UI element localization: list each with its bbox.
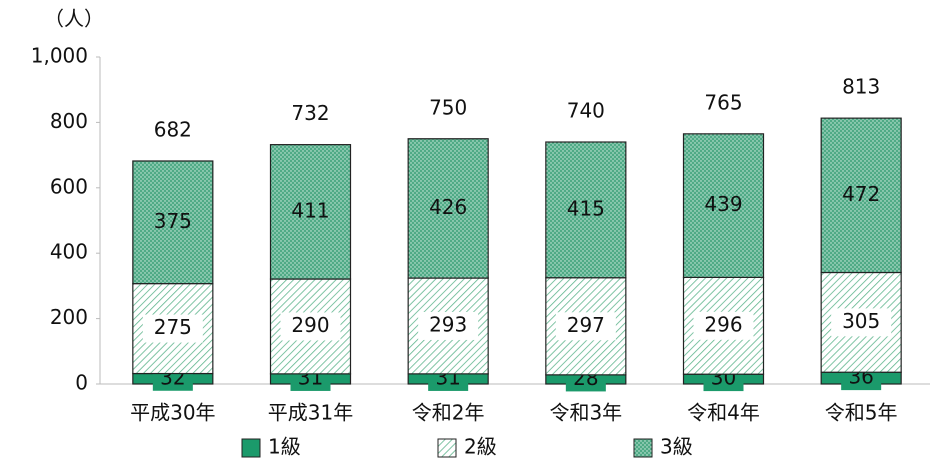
value-label: 411 [291, 198, 329, 222]
x-tick-label: 平成31年 [268, 401, 353, 425]
bar-segment [545, 141, 627, 279]
y-tick-label: 1,000 [31, 44, 88, 68]
value-label: 472 [842, 182, 880, 206]
bar-segment [407, 138, 489, 279]
label-box [693, 311, 754, 340]
value-label: 415 [567, 196, 605, 220]
x-tick-label: 令和5年 [825, 401, 898, 425]
bar-segment [269, 144, 352, 280]
label-box [280, 312, 341, 341]
value-label: 290 [291, 313, 329, 337]
total-label: 682 [154, 117, 192, 141]
value-label: 296 [704, 312, 742, 336]
total-label: 732 [291, 101, 329, 125]
label-box [831, 308, 892, 337]
total-label: 750 [429, 95, 467, 119]
y-tick-label: 600 [50, 174, 88, 198]
value-label: 305 [842, 309, 880, 333]
value-label: 375 [154, 209, 192, 233]
legend-swatch [633, 438, 653, 458]
label-box [418, 311, 479, 340]
legend-label: 3級 [660, 435, 693, 459]
value-label: 297 [567, 313, 605, 337]
legend-label: 2級 [464, 435, 497, 459]
x-tick-label: 令和3年 [549, 401, 622, 425]
legend-swatch [241, 438, 261, 458]
label-box [142, 314, 203, 343]
x-tick-label: 令和2年 [412, 401, 485, 425]
y-tick-label: 400 [50, 240, 88, 264]
value-label: 275 [154, 315, 192, 339]
y-tick-label: 0 [75, 371, 88, 395]
bar-segment [132, 160, 214, 285]
total-label: 813 [842, 75, 880, 99]
y-tick-label: 200 [50, 305, 88, 329]
x-tick-label: 令和4年 [687, 401, 760, 425]
label-box [555, 312, 616, 341]
legend-swatch [437, 438, 457, 458]
value-label: 293 [429, 312, 467, 336]
bar-segment [820, 117, 902, 274]
legend-label: 1級 [268, 435, 301, 459]
y-tick-label: 800 [50, 109, 88, 133]
bar-segment [682, 133, 765, 278]
x-tick-label: 平成30年 [130, 401, 215, 425]
value-label: 439 [704, 192, 742, 216]
y-unit-label: （人） [44, 7, 104, 31]
value-label: 426 [429, 195, 467, 219]
total-label: 740 [567, 99, 605, 123]
total-label: 765 [704, 90, 742, 114]
